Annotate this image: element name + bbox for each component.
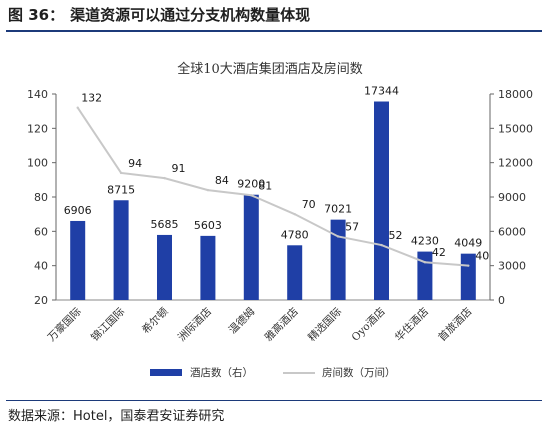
bar-series: 6906 8715 5685 5603 9200 4780 7021 17344 4230 404… [64, 85, 482, 300]
bar [287, 245, 303, 300]
bar-value-label: 7021 [324, 203, 352, 216]
legend-bar-swatch [150, 369, 182, 376]
line-point [467, 264, 470, 267]
line-path [76, 107, 469, 267]
figure-caption: 渠道资源可以通过分支机构数量体现 [70, 6, 311, 24]
line-value-label: 70 [302, 198, 316, 211]
left-tick-label: 120 [27, 122, 48, 135]
bar-value-label: 17344 [364, 85, 399, 98]
line-point [163, 176, 166, 180]
bar-value-label: 9200 [237, 178, 265, 191]
legend: 酒店数（右） 房间数（万间） [150, 366, 396, 379]
legend-line-label: 房间数（万间） [322, 366, 396, 379]
bar [157, 234, 172, 300]
top-rule [6, 30, 542, 32]
category-label: 希尔顿 [139, 305, 171, 337]
category-labels: 万豪国际 锦江国际 希尔顿 洲际酒店 温德姆 雅高酒店 精选国际 Oyo酒店 华住酒店 首旅酒店 [45, 305, 474, 344]
legend-bar-label: 酒店数（右） [190, 366, 253, 379]
bar [460, 253, 476, 300]
line-value-label: 52 [389, 229, 403, 242]
line-value-label: 84 [215, 174, 229, 187]
bar-value-label: 8715 [107, 183, 135, 196]
right-tick-label: 0 [498, 294, 505, 307]
category-label: 雅高酒店 [262, 305, 301, 344]
line-point [336, 235, 340, 238]
bar [200, 235, 216, 300]
line-value-label: 57 [345, 220, 359, 233]
left-tick-label: 140 [27, 88, 48, 101]
line-point [76, 106, 79, 109]
category-label: Oyo酒店 [349, 305, 388, 344]
line-value-label: 40 [475, 250, 489, 263]
left-tick-label: 20 [34, 294, 48, 307]
left-tick-label: 40 [34, 260, 48, 273]
bar [374, 101, 389, 300]
category-label: 温德姆 [226, 305, 258, 337]
right-tick-label: 12000 [498, 157, 533, 170]
bar-value-label: 4780 [281, 228, 309, 241]
line-value-label: 132 [81, 92, 102, 105]
category-label: 洲际酒店 [175, 305, 214, 344]
bar-value-label: 5603 [194, 219, 222, 232]
category-label: 精选国际 [305, 305, 344, 344]
line-point [423, 261, 427, 264]
chart-title: 全球10大酒店集团酒店及房间数 [177, 61, 363, 77]
left-tick-label: 100 [27, 157, 48, 170]
right-axis: 0 3000 6000 9000 12000 15000 18000 [489, 88, 533, 307]
category-label: 华住酒店 [392, 305, 431, 344]
right-tick-label: 6000 [498, 225, 526, 238]
source-note: 数据来源：Hotel，国泰君安证券研究 [8, 409, 225, 424]
bottom-rule [6, 400, 542, 401]
line-value-label: 94 [128, 157, 142, 170]
line-value-label: 91 [172, 162, 186, 175]
bar [70, 220, 86, 300]
bar [113, 200, 129, 300]
hotel-chart: 全球10大酒店集团酒店及房间数 20 40 60 80 100 120 140 0 3000 6… [27, 61, 533, 379]
bar [243, 194, 259, 300]
category-label: 锦江国际 [88, 305, 127, 344]
bar [417, 251, 433, 300]
figure-number: 图 36： [8, 6, 65, 24]
line-point [119, 171, 123, 175]
bar-value-label: 6906 [64, 204, 92, 217]
bar-value-label: 4230 [411, 235, 439, 248]
line-point [206, 188, 210, 192]
line-point [293, 212, 296, 216]
right-tick-label: 15000 [498, 122, 533, 135]
right-tick-label: 9000 [498, 191, 526, 204]
line-point [250, 194, 253, 197]
line-point [380, 243, 383, 247]
figure-title: 图 36： 渠道资源可以通过分支机构数量体现 [8, 4, 542, 30]
left-tick-label: 60 [34, 225, 48, 238]
right-tick-label: 3000 [498, 260, 526, 273]
line-value-label: 42 [432, 246, 446, 259]
right-tick-label: 18000 [498, 88, 533, 101]
line-series: 132 94 91 84 81 70 57 52 42 40 [76, 92, 489, 267]
category-label: 首旅酒店 [436, 305, 475, 344]
bar-value-label: 4049 [454, 237, 482, 250]
bar [330, 219, 346, 300]
category-label: 万豪国际 [45, 305, 84, 344]
left-tick-label: 80 [34, 191, 48, 204]
bar-value-label: 5685 [151, 218, 179, 231]
line-value-label: 81 [258, 179, 272, 192]
